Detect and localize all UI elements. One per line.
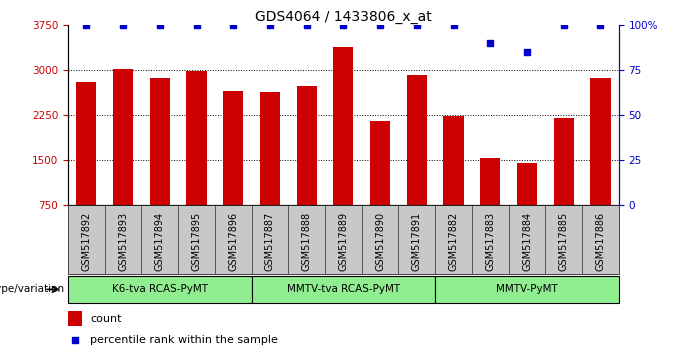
Text: K6-tva RCAS-PyMT: K6-tva RCAS-PyMT (112, 284, 208, 295)
FancyBboxPatch shape (252, 276, 435, 303)
Point (118, 22, 129, 28)
Bar (443, 116, 464, 205)
Bar (76, 82, 97, 205)
Text: GSM517885: GSM517885 (559, 212, 568, 271)
Bar (113, 69, 133, 205)
Bar (333, 47, 354, 205)
Point (301, 22, 312, 28)
Bar (480, 158, 500, 205)
Point (81, 22, 92, 28)
Text: count: count (90, 314, 122, 324)
Text: GSM517888: GSM517888 (302, 212, 311, 271)
Bar (370, 121, 390, 205)
FancyBboxPatch shape (68, 276, 252, 303)
Bar (590, 78, 611, 205)
Point (265, 22, 275, 28)
Point (595, 22, 606, 28)
Text: GSM517891: GSM517891 (412, 212, 422, 271)
Text: GSM517893: GSM517893 (118, 212, 128, 271)
Bar (223, 91, 243, 205)
Point (485, 40, 496, 46)
Text: GSM517887: GSM517887 (265, 212, 275, 271)
Text: MMTV-tva RCAS-PyMT: MMTV-tva RCAS-PyMT (287, 284, 400, 295)
Text: GSM517882: GSM517882 (449, 212, 458, 271)
Point (375, 22, 386, 28)
Text: GSM517896: GSM517896 (228, 212, 238, 271)
Text: GSM517889: GSM517889 (339, 212, 348, 271)
Bar (150, 78, 170, 205)
FancyBboxPatch shape (435, 276, 619, 303)
Bar (407, 75, 427, 205)
Text: GSM517884: GSM517884 (522, 212, 532, 271)
Text: GSM517890: GSM517890 (375, 212, 385, 271)
Title: GDS4064 / 1433806_x_at: GDS4064 / 1433806_x_at (255, 10, 432, 24)
Point (154, 22, 165, 28)
Point (228, 22, 239, 28)
Point (411, 22, 422, 28)
Text: genotype/variation: genotype/variation (0, 284, 65, 295)
Bar (296, 86, 317, 205)
Bar (517, 162, 537, 205)
Text: percentile rank within the sample: percentile rank within the sample (90, 335, 278, 345)
Bar (554, 118, 574, 205)
Point (69, 337, 80, 343)
Text: GSM517894: GSM517894 (155, 212, 165, 271)
Point (338, 22, 349, 28)
Text: GSM517895: GSM517895 (192, 212, 201, 271)
Point (558, 22, 569, 28)
Text: GSM517886: GSM517886 (596, 212, 605, 271)
Text: MMTV-PyMT: MMTV-PyMT (496, 284, 558, 295)
Point (191, 22, 202, 28)
Bar (68, 312, 82, 326)
Text: GSM517883: GSM517883 (486, 212, 495, 271)
Bar (260, 92, 280, 205)
Point (522, 49, 532, 55)
Text: GSM517892: GSM517892 (82, 212, 91, 271)
Bar (186, 70, 207, 205)
Point (448, 22, 459, 28)
